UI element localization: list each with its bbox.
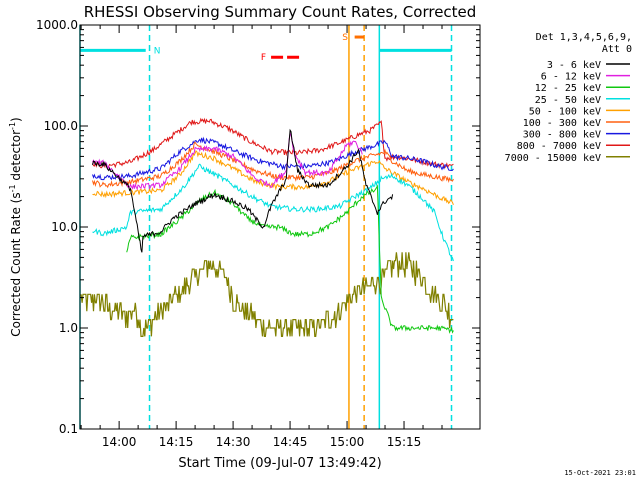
series-line-300-800-kev [92,136,454,181]
legend-label-50-100-kev: 50 - 100 keV [529,106,601,117]
series-line-6-12-kev [92,131,363,191]
flag-label-f: F [261,53,266,63]
x-tick-label: 15:00 [330,435,365,449]
series-line-100-300-kev [92,141,454,189]
x-axis: 14:00 14:15 14:30 14:45 15:00 15:15 [80,25,481,449]
series-line-50-100-kev [92,149,454,205]
legend-header-line-1: Det 1,3,4,5,6,9, [536,32,632,43]
legend-header-line-2: Att 0 [602,44,632,55]
y-tick-label: 1.0 [59,321,78,335]
legend-label-100-300-kev: 100 - 300 keV [523,118,601,129]
y-tick-label: 100.0 [44,119,78,133]
series-layer [80,117,454,337]
footer-date: 15-Oct-2021 23:01 [564,469,636,477]
x-tick-label: 14:15 [159,435,194,449]
y-tick-label: 0.1 [59,422,78,436]
series-line-25-50-kev [92,163,454,262]
legend-label-800-7000-kev: 800 - 7000 keV [517,141,601,152]
y-axis-title: Corrected Count Rate (s-1 detector-1) [8,117,23,336]
series-line-12-25-kev [126,184,454,334]
legend-label-3-6-kev: 3 - 6 keV [547,60,601,71]
legend-label-6-12-kev: 6 - 12 keV [541,72,601,83]
x-tick-label: 14:00 [102,435,137,449]
legend-label-300-800-kev: 300 - 800 keV [523,130,601,141]
y-tick-label: 1000.0 [36,18,78,32]
x-axis-title: Start Time (09-Jul-07 13:49:42) [178,456,381,471]
series-line-800-7000-kev [92,117,454,169]
legend-label-7000-15000-kev: 7000 - 15000 keV [505,153,601,164]
chart-title: RHESSI Observing Summary Count Rates, Co… [84,3,477,21]
x-tick-label: 14:45 [273,435,308,449]
flag-label-s: S [342,33,348,43]
y-axis: 0.1 1.0 10.0 100.0 1000.0 [36,18,480,436]
y-tick-label: 10.0 [51,220,78,234]
flag-markers: N S F [79,25,453,429]
x-tick-label: 15:15 [387,435,422,449]
flag-label-n: N [154,46,161,56]
legend-label-25-50-kev: 25 - 50 keV [535,95,601,106]
legend-label-12-25-kev: 12 - 25 keV [535,83,601,94]
x-tick-label: 14:30 [216,435,251,449]
plot-frame [79,24,481,430]
series-line-3-6-kev [92,128,394,253]
series-line-7000-15000-kev [80,252,454,337]
